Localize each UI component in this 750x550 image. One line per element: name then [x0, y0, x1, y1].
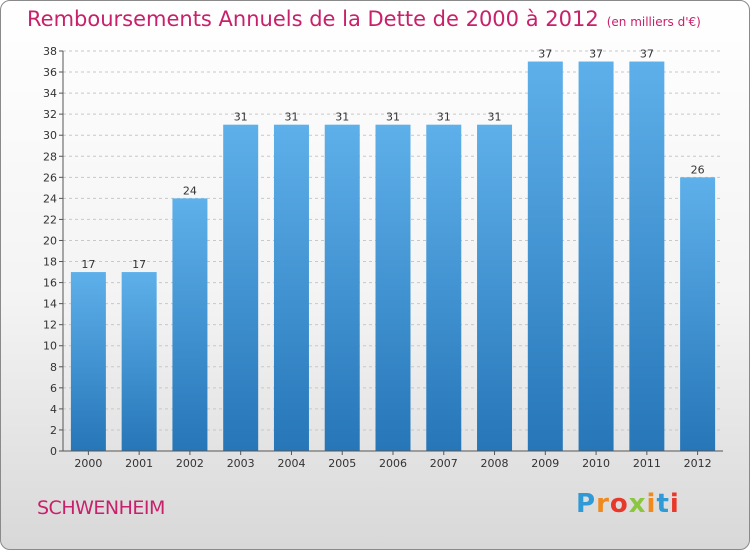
bar-value-label: 37	[589, 48, 603, 61]
x-tick-label: 2004	[277, 457, 305, 470]
bar-value-label: 31	[284, 111, 298, 124]
y-tick-label: 28	[43, 150, 57, 163]
logo-letter: x	[628, 489, 647, 519]
bar-value-label: 31	[335, 111, 349, 124]
chart-unit-note: (en milliers d'€)	[606, 15, 701, 29]
commune-name: SCHWENHEIM	[37, 497, 165, 519]
bar-value-label: 31	[488, 111, 502, 124]
y-tick-label: 4	[50, 403, 57, 416]
logo-letter: i	[646, 489, 657, 519]
bar-value-label: 24	[183, 184, 197, 197]
y-tick-label: 32	[43, 108, 57, 121]
x-tick-label: 2002	[176, 457, 204, 470]
bar-value-label: 31	[234, 111, 248, 124]
y-tick-label: 0	[50, 445, 57, 458]
y-tick-label: 22	[43, 213, 57, 226]
bar	[121, 272, 157, 451]
y-tick-label: 2	[50, 424, 57, 437]
x-tick-label: 2003	[227, 457, 255, 470]
bar-value-label: 37	[640, 48, 654, 61]
logo-letter: i	[669, 489, 680, 519]
bar	[426, 124, 462, 452]
bar-value-label: 31	[437, 111, 451, 124]
bar	[375, 124, 411, 452]
y-tick-label: 12	[43, 319, 57, 332]
bars: 17 17 24 31 31 31 31 31 31 37 37 37 26	[70, 48, 716, 452]
y-tick-label: 14	[43, 298, 57, 311]
logo-letter: o	[609, 489, 629, 519]
bar	[629, 61, 665, 452]
bar	[70, 272, 106, 451]
x-tick-label: 2011	[633, 457, 661, 470]
x-tick-label: 2001	[125, 457, 153, 470]
y-tick-label: 24	[43, 192, 57, 205]
y-tick-label: 38	[43, 45, 57, 58]
bar	[273, 124, 309, 452]
logo-letter: t	[656, 489, 670, 519]
bar-value-label: 17	[132, 258, 146, 271]
bar	[680, 177, 716, 451]
x-tick-label: 2008	[481, 457, 509, 470]
y-tick-label: 6	[50, 382, 57, 395]
chart-title: Remboursements Annuels de la Dette de 20…	[27, 7, 701, 31]
y-tick-label: 26	[43, 171, 57, 184]
y-tick-label: 20	[43, 234, 57, 247]
bar	[223, 124, 259, 452]
x-tick-label: 2012	[684, 457, 712, 470]
bar-value-label: 26	[691, 163, 705, 176]
y-tick-label: 10	[43, 340, 57, 353]
x-tick-label: 2010	[582, 457, 610, 470]
x-tick-label: 2006	[379, 457, 407, 470]
bar	[527, 61, 563, 452]
x-tick-label: 2005	[328, 457, 356, 470]
x-tick-label: 2009	[531, 457, 559, 470]
bar-value-label: 37	[538, 48, 552, 61]
logo-letter: r	[596, 489, 610, 519]
y-tick-label: 18	[43, 256, 57, 269]
logo-letter: P	[576, 489, 597, 519]
bar-value-label: 31	[386, 111, 400, 124]
bar	[477, 124, 513, 452]
bar-value-label: 17	[81, 258, 95, 271]
chart-title-text: Remboursements Annuels de la Dette de 20…	[27, 7, 599, 31]
y-tick-label: 30	[43, 129, 57, 142]
proxiti-logo[interactable]: Proxiti	[576, 489, 680, 519]
x-tick-label: 2007	[430, 457, 458, 470]
y-tick-label: 34	[43, 87, 57, 100]
bar	[172, 198, 208, 451]
bar	[324, 124, 360, 452]
y-tick-label: 8	[50, 361, 57, 374]
y-tick-label: 36	[43, 66, 57, 79]
x-tick-label: 2000	[74, 457, 102, 470]
y-tick-label: 16	[43, 277, 57, 290]
bar	[578, 61, 614, 452]
